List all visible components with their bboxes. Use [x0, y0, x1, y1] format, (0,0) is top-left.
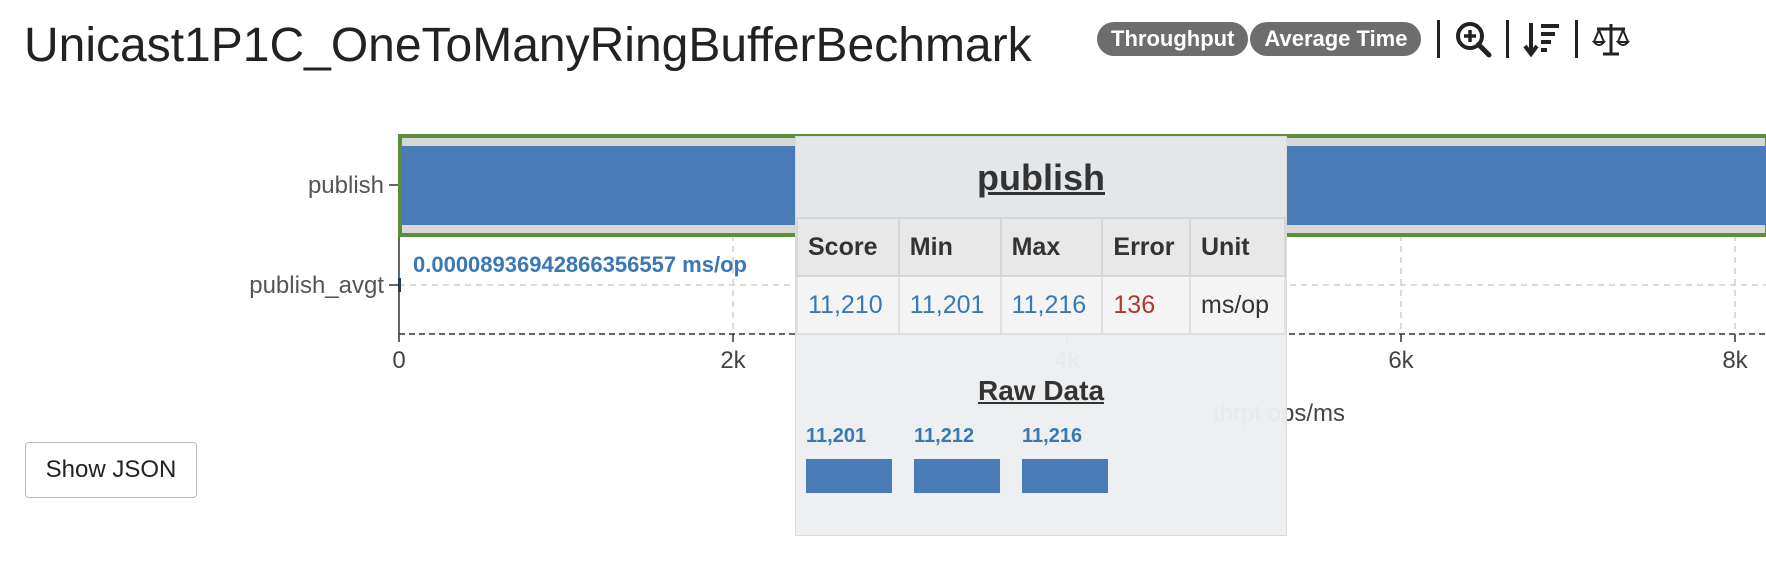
table-row: 11,210 11,201 11,216 136 ms/op — [796, 275, 1286, 335]
score-header: Score — [796, 217, 900, 277]
unit-value: ms/op — [1189, 275, 1286, 335]
tooltip-stats-table: Score Min Max Error Unit 11,210 11,201 1… — [796, 217, 1286, 335]
x-tick-label: 8k — [1722, 347, 1748, 374]
table-header-row: Score Min Max Error Unit — [796, 217, 1286, 277]
raw-data-item: 11,216 — [1022, 425, 1108, 493]
tooltip-header: publish — [796, 137, 1286, 217]
tooltip-title: publish — [977, 157, 1105, 198]
min-value: 11,201 — [897, 275, 1002, 335]
balance-scale-icon[interactable] — [1592, 20, 1631, 58]
raw-data-bar — [1022, 459, 1108, 493]
bar-publish-avgt — [398, 278, 401, 292]
x-tick-label: 6k — [1388, 347, 1414, 374]
raw-data-item: 11,201 — [806, 425, 892, 493]
error-header: Error — [1101, 217, 1191, 277]
average-time-mode-button[interactable]: Average Time — [1250, 22, 1422, 56]
raw-data-item: 11,212 — [914, 425, 1000, 493]
x-tick-label: 2k — [720, 347, 746, 374]
category-label: publish_avgt — [249, 272, 384, 299]
chart-toolbar: Throughput Average Time — [1097, 18, 1631, 60]
sort-descending-icon[interactable] — [1523, 20, 1561, 58]
x-tick-label: 0 — [392, 347, 405, 374]
score-value: 11,210 — [796, 275, 900, 335]
max-header: Max — [999, 217, 1104, 277]
avgt-value-annotation: 0.00008936942866356557 ms/op — [413, 252, 747, 277]
min-header: Min — [897, 217, 1002, 277]
toolbar-divider — [1575, 20, 1579, 58]
raw-data-label: 11,212 — [914, 425, 975, 447]
bar-tooltip: publish Score Min Max Error Unit 11,210 … — [795, 136, 1287, 536]
show-json-button[interactable]: Show JSON — [25, 442, 197, 498]
page-title: Unicast1P1C_OneToManyRingBufferBechmark — [24, 19, 1032, 72]
max-value: 11,216 — [999, 275, 1104, 335]
raw-data-label: 11,216 — [1022, 425, 1083, 447]
raw-data-bars: 11,201 11,212 11,216 — [796, 425, 1286, 535]
toolbar-divider — [1437, 20, 1441, 58]
category-label: publish — [308, 172, 384, 199]
error-value: 136 — [1101, 275, 1191, 335]
raw-data-title: Raw Data — [977, 375, 1105, 406]
throughput-mode-button[interactable]: Throughput — [1097, 22, 1249, 56]
raw-data-bar — [914, 459, 1000, 493]
raw-data-label: 11,201 — [806, 425, 867, 447]
raw-data-bar — [806, 459, 892, 493]
unit-header: Unit — [1189, 217, 1286, 277]
zoom-in-icon[interactable] — [1454, 20, 1492, 58]
toolbar-divider — [1506, 20, 1510, 58]
